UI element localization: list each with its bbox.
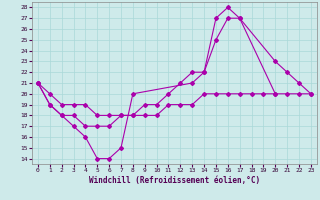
X-axis label: Windchill (Refroidissement éolien,°C): Windchill (Refroidissement éolien,°C) (89, 176, 260, 185)
